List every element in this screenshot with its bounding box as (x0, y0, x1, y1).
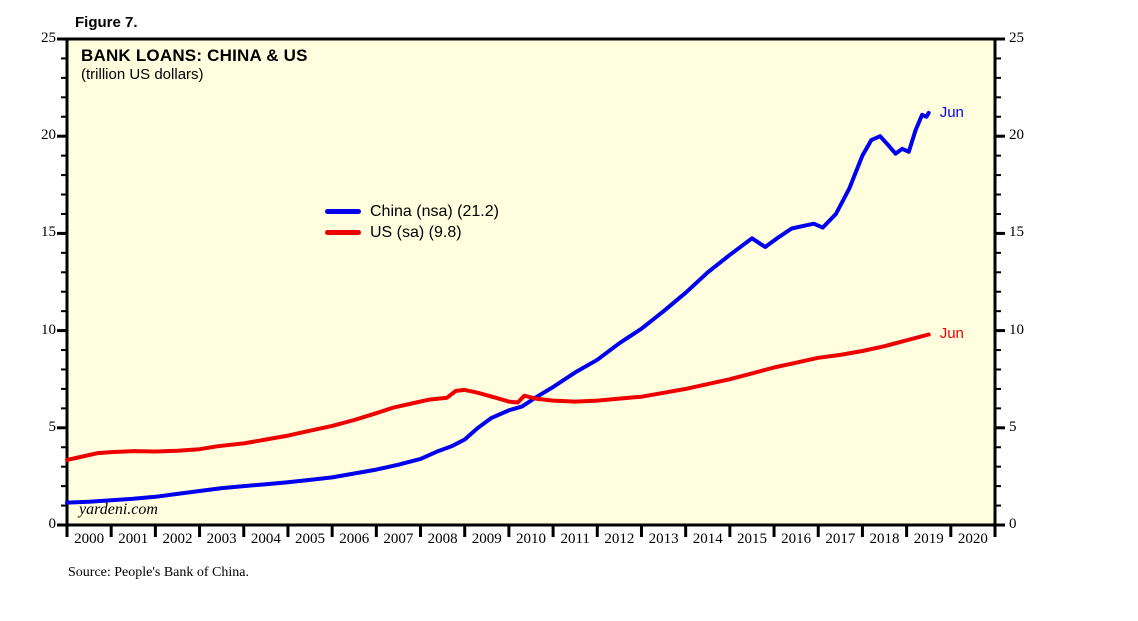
legend-label: US (sa) (9.8) (370, 223, 462, 241)
source-note: Source: People's Bank of China. (68, 565, 249, 580)
china-line (65, 110, 931, 505)
y-axis-label-left: 15 (41, 224, 56, 241)
x-axis-label: 2009 (471, 531, 502, 547)
y-axis-label-right: 0 (1009, 516, 1017, 532)
x-axis-label: 2007 (383, 531, 414, 547)
y-axis-label-left: 25 (41, 30, 56, 46)
x-axis-label: 2001 (118, 531, 149, 547)
y-axis-label-left: 5 (48, 418, 57, 435)
x-axis-label: 2011 (560, 531, 590, 547)
x-axis-label: 2006 (339, 531, 370, 547)
x-axis-label: 2010 (516, 531, 546, 547)
axis-ticks (57, 37, 1005, 537)
y-axis-label-left: 20 (41, 127, 56, 144)
data-lines (65, 110, 931, 505)
chart-subtitle: (trillion US dollars) (81, 66, 204, 83)
x-axis-label: 2012 (604, 531, 635, 547)
y-axis-label-right: 25 (1009, 30, 1024, 46)
plot-area-box (65, 37, 997, 527)
x-axis-label: 2005 (295, 531, 326, 547)
legend-label: China (nsa) (21.2) (370, 202, 499, 220)
x-axis-label: 2002 (162, 531, 193, 547)
y-axis-label-right: 20 (1009, 127, 1024, 144)
x-axis-label: 2014 (692, 531, 723, 547)
legend-item: China (nsa) (21.2) (325, 201, 499, 222)
x-axis-label: 2016 (781, 531, 812, 547)
legend: China (nsa) (21.2) US (sa) (9.8) (325, 201, 499, 243)
x-axis-label: 2013 (648, 531, 679, 547)
y-axis-label-left: 10 (41, 321, 56, 338)
y-axis-label-left: 0 (48, 516, 57, 532)
us-line (65, 332, 931, 462)
legend-swatch (325, 230, 361, 235)
end-annotation-china: Jun (939, 103, 964, 121)
x-axis-label: 2019 (913, 531, 944, 547)
x-axis-label: 2015 (736, 531, 767, 547)
chart-title: BANK LOANS: CHINA & US (81, 46, 308, 65)
x-axis-label: 2020 (957, 531, 988, 547)
legend-item: US (sa) (9.8) (325, 222, 499, 243)
x-axis-label: 2004 (250, 531, 281, 547)
y-axis-label-right: 10 (1009, 321, 1024, 338)
legend-swatch (325, 209, 361, 214)
figure-label: Figure 7. (75, 14, 138, 31)
y-axis-label-right: 5 (1009, 418, 1017, 435)
watermark: yardeni.com (79, 501, 158, 518)
x-axis-label: 2000 (74, 531, 105, 547)
x-axis-label: 2003 (206, 531, 237, 547)
x-axis-label: 2008 (427, 531, 458, 547)
end-annotation-us: Jun (939, 325, 964, 343)
x-axis-label: 2017 (825, 531, 856, 547)
x-axis-label: 2018 (869, 531, 900, 547)
y-axis-label-right: 15 (1009, 224, 1024, 241)
